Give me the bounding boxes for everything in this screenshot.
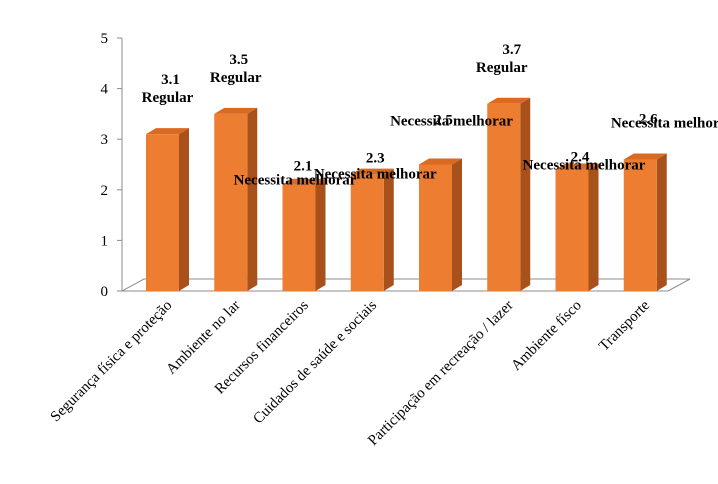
y-tick-label: 1 xyxy=(101,233,109,249)
bar-front xyxy=(555,169,589,291)
bar-front xyxy=(350,174,384,291)
y-tick-label: 3 xyxy=(101,132,109,148)
classification-label: Necessita melhorar xyxy=(314,167,437,183)
bar xyxy=(350,168,394,291)
classification-label: Regular xyxy=(210,70,262,86)
data-value-label: 2.3 xyxy=(366,151,385,167)
bar-front xyxy=(487,103,521,291)
bar xyxy=(555,163,599,291)
y-tick-label: 4 xyxy=(101,82,109,98)
bar-top xyxy=(555,163,599,170)
classification-label: Necessita melhorar xyxy=(611,115,718,131)
bar xyxy=(419,158,462,291)
axis-layer: 0 1 2 3 4 5 xyxy=(101,31,691,300)
classification-label: Regular xyxy=(476,60,528,76)
bar-front xyxy=(214,113,248,292)
bar-side xyxy=(588,163,599,291)
data-value-label: 3.5 xyxy=(229,52,248,68)
data-value-label: 2.6 xyxy=(639,111,658,127)
x-category-label: Segurança física e proteção xyxy=(48,298,176,426)
bar-top xyxy=(282,178,326,185)
classification-label: Regular xyxy=(142,90,194,106)
x-category-label: Transporte xyxy=(596,297,653,354)
data-value-label: 3.1 xyxy=(161,72,180,88)
bar xyxy=(214,107,258,292)
bar xyxy=(487,97,531,291)
classification-label: Necessita melhorar xyxy=(390,114,513,130)
x-category-label: Participação em recreação / lazer xyxy=(365,298,516,449)
bar-top xyxy=(623,153,667,160)
bar-top xyxy=(487,97,531,104)
bar-top xyxy=(214,107,258,114)
bar-side xyxy=(383,168,394,291)
x-category-label: Cuidados de saúde e sociais xyxy=(250,297,380,427)
bar-side xyxy=(247,107,258,292)
data-value-label: 2.5 xyxy=(434,113,453,129)
bars-layer xyxy=(146,97,667,292)
classification-label: Necessita melhorar xyxy=(523,158,646,174)
bar-top xyxy=(419,158,462,165)
bar-front xyxy=(146,134,179,291)
bar xyxy=(282,178,326,291)
classification-label: Necessita melhorar xyxy=(234,173,357,189)
bar-side xyxy=(656,153,667,291)
bar-side xyxy=(179,128,189,291)
bar-side xyxy=(520,97,531,291)
bar-front xyxy=(623,159,657,291)
x-category-label: Ambiente físco xyxy=(508,298,584,374)
floor-plane xyxy=(121,278,691,292)
bar-side xyxy=(315,178,326,291)
bar xyxy=(146,128,189,291)
y-tick-label: 2 xyxy=(101,183,109,199)
bar-side xyxy=(452,158,462,291)
data-value-label: 2.1 xyxy=(294,159,313,175)
data-value-label: 3.7 xyxy=(502,42,521,58)
bar-top xyxy=(350,168,394,175)
y-tick-label: 0 xyxy=(101,284,109,300)
y-tick-label: 5 xyxy=(101,31,109,47)
data-value-label: 2.4 xyxy=(571,150,590,166)
bar-front xyxy=(282,184,316,291)
bar-front xyxy=(419,164,452,291)
bar xyxy=(623,153,667,291)
bar-top xyxy=(146,128,189,135)
